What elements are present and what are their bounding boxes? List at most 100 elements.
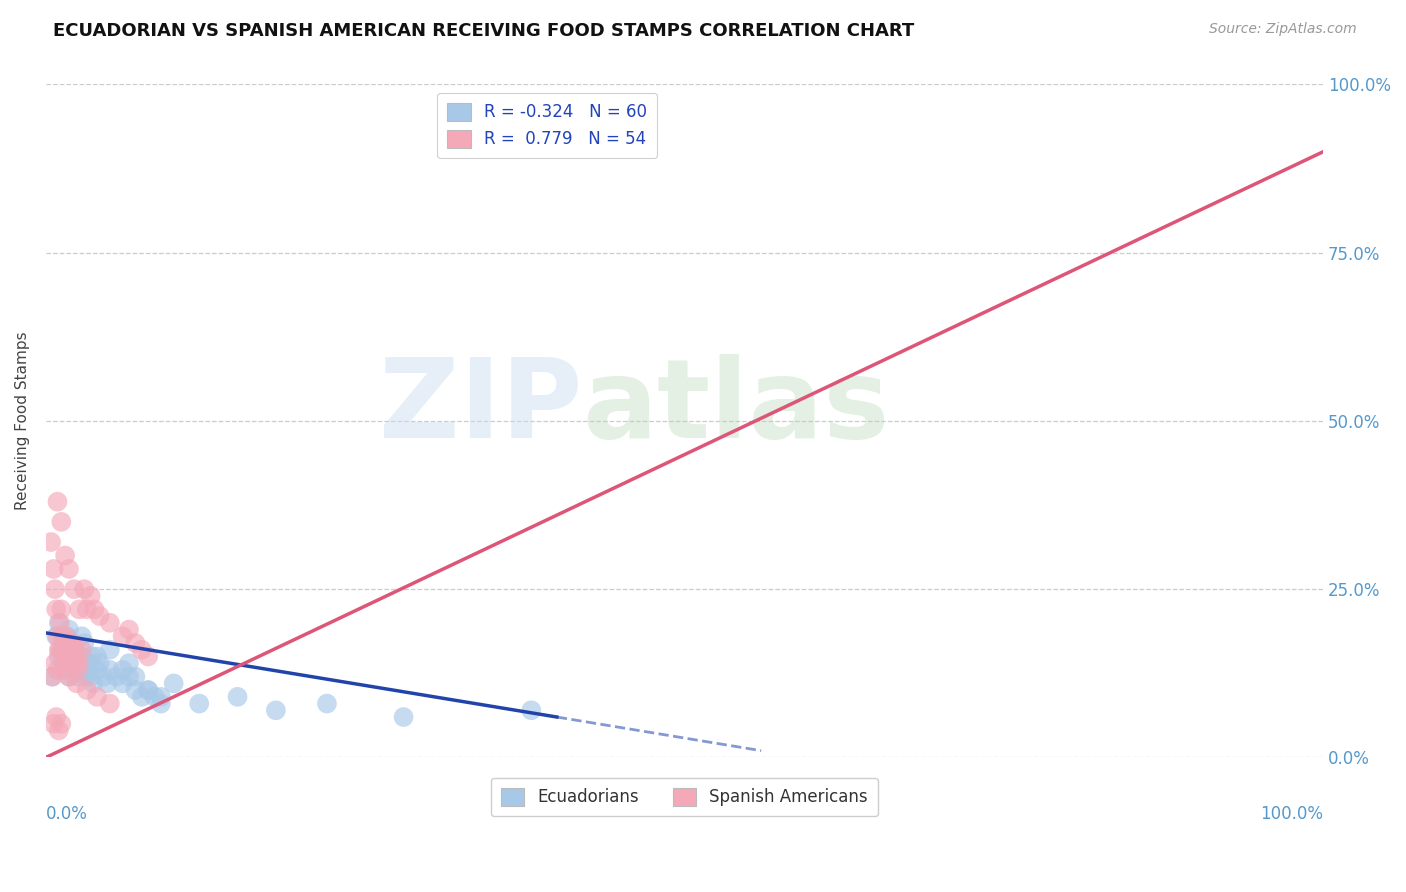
Point [70, 663, 93, 677]
Point [42, 716, 65, 731]
Point [79, 670, 101, 684]
Point [124, 670, 146, 684]
Point [80, 649, 103, 664]
Point [62, 663, 84, 677]
Point [46, 494, 69, 508]
Point [98, 615, 121, 630]
Point [45, 602, 67, 616]
Point [124, 636, 146, 650]
Point [48, 723, 70, 738]
Point [48, 615, 70, 630]
Point [51, 642, 73, 657]
Point [136, 649, 159, 664]
Point [48, 642, 70, 657]
Point [52, 642, 75, 657]
Point [67, 602, 90, 616]
Text: ZIP: ZIP [380, 354, 582, 461]
Point [66, 670, 89, 684]
Point [52, 656, 75, 670]
Point [55, 629, 77, 643]
Point [392, 710, 415, 724]
Point [49, 642, 72, 657]
Point [65, 642, 87, 657]
Point [73, 636, 96, 650]
Point [60, 649, 83, 664]
Point [63, 582, 86, 596]
Text: Source: ZipAtlas.com: Source: ZipAtlas.com [1209, 22, 1357, 37]
Point [77, 663, 100, 677]
Point [51, 716, 73, 731]
Point [70, 629, 93, 643]
Point [79, 589, 101, 603]
Point [53, 549, 76, 563]
Point [136, 683, 159, 698]
Point [46, 663, 69, 677]
Point [124, 683, 146, 698]
Point [53, 663, 76, 677]
Point [83, 602, 105, 616]
Point [111, 676, 134, 690]
Point [118, 623, 141, 637]
Point [58, 670, 80, 684]
Point [66, 663, 89, 677]
Point [520, 703, 543, 717]
Text: 0.0%: 0.0% [46, 805, 87, 822]
Point [70, 642, 93, 657]
Point [45, 710, 67, 724]
Point [76, 656, 98, 670]
Point [56, 636, 79, 650]
Point [58, 562, 80, 576]
Point [98, 642, 121, 657]
Point [226, 690, 249, 704]
Point [63, 656, 86, 670]
Point [163, 676, 186, 690]
Point [58, 656, 80, 670]
Point [55, 629, 77, 643]
Point [59, 642, 82, 657]
Point [111, 663, 134, 677]
Point [41, 670, 63, 684]
Point [98, 663, 121, 677]
Point [76, 683, 98, 698]
Point [149, 697, 172, 711]
Point [51, 515, 73, 529]
Text: atlas: atlas [582, 354, 890, 461]
Point [51, 602, 73, 616]
Point [93, 670, 115, 684]
Point [73, 582, 96, 596]
Point [62, 636, 84, 650]
Point [86, 690, 108, 704]
Point [111, 629, 134, 643]
Point [39, 535, 62, 549]
Point [98, 697, 121, 711]
Point [44, 656, 66, 670]
Point [52, 629, 75, 643]
Point [48, 649, 70, 664]
Point [58, 623, 80, 637]
Point [316, 697, 339, 711]
Point [89, 656, 111, 670]
Point [118, 670, 141, 684]
Legend: Ecuadorians, Spanish Americans: Ecuadorians, Spanish Americans [491, 778, 877, 816]
Point [63, 642, 86, 657]
Point [86, 649, 108, 664]
Point [46, 629, 69, 643]
Point [58, 670, 80, 684]
Point [63, 649, 86, 664]
Point [118, 656, 141, 670]
Point [44, 582, 66, 596]
Point [96, 676, 118, 690]
Point [82, 676, 104, 690]
Text: ECUADORIAN VS SPANISH AMERICAN RECEIVING FOOD STAMPS CORRELATION CHART: ECUADORIAN VS SPANISH AMERICAN RECEIVING… [53, 22, 915, 40]
Point [76, 602, 98, 616]
Point [86, 663, 108, 677]
Text: 100.0%: 100.0% [1260, 805, 1323, 822]
Point [79, 656, 101, 670]
Point [69, 649, 91, 664]
Point [67, 656, 90, 670]
Point [65, 656, 87, 670]
Point [65, 663, 87, 677]
Point [131, 642, 153, 657]
Point [65, 649, 87, 664]
Point [188, 697, 211, 711]
